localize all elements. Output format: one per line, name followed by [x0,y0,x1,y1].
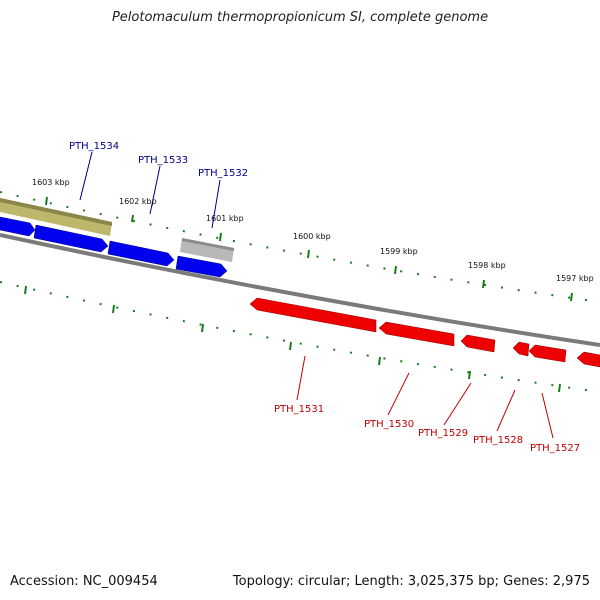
forward-gene-arrows [0,216,228,278]
forward-gene-leaders [79,151,221,229]
kbp-label-1602: 1602 kbp [119,197,157,206]
page-title: Pelotomaculum thermopropionicum SI, comp… [111,10,489,25]
olive-feature [0,198,112,236]
reverse-gene-arrow[interactable] [460,334,496,353]
gene-label-pth-1528[interactable]: PTH_1528 [473,435,523,446]
gene-label-pth-1532[interactable]: PTH_1532 [198,168,248,179]
kbp-label-1597: 1597 kbp [556,274,594,283]
gene-label-pth-1533[interactable]: PTH_1533 [138,155,188,166]
forward-gene-arrow[interactable] [107,240,175,267]
reverse-gene-arrow[interactable] [512,341,530,357]
genome-summary-text: Topology: circular; Length: 3,025,375 bp… [232,574,590,589]
forward-gene-arrow[interactable] [0,216,36,237]
reverse-gene-arrow[interactable] [249,297,377,333]
gray-feature [180,238,234,262]
kbp-label-1598: 1598 kbp [468,261,506,270]
kbp-label-1601: 1601 kbp [206,214,244,223]
reverse-gene-arrow[interactable] [378,321,455,347]
reverse-gene-arrow[interactable] [528,344,567,363]
lower-tick-track [0,281,600,393]
forward-gene-arrow[interactable] [175,255,228,278]
gene-label-pth-1534[interactable]: PTH_1534 [69,141,119,152]
reverse-gene-arrow[interactable] [576,351,600,368]
kbp-label-1599: 1599 kbp [380,247,418,256]
upper-major-ticks [45,196,573,302]
upper-tick-track [0,191,600,303]
accession-text: Accession: NC_009454 [10,574,158,589]
gene-label-pth-1530[interactable]: PTH_1530 [364,419,414,430]
kbp-label-1603: 1603 kbp [32,178,70,187]
gene-label-pth-1527[interactable]: PTH_1527 [530,443,580,454]
gene-label-pth-1529[interactable]: PTH_1529 [418,428,468,439]
gene-label-pth-1531[interactable]: PTH_1531 [274,404,324,415]
reverse-gene-leaders [296,355,554,439]
lower-major-ticks [24,285,561,393]
genome-backbone [0,233,600,347]
forward-gene-arrow[interactable] [33,224,109,253]
kbp-label-1600: 1600 kbp [293,232,331,241]
reverse-gene-arrows [249,297,600,368]
